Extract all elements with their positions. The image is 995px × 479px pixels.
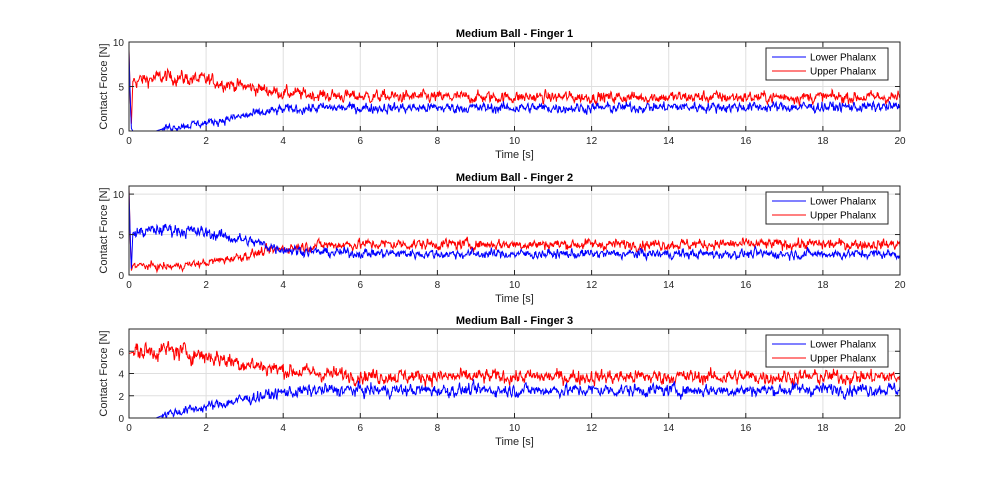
legend-entry: Lower Phalanx xyxy=(810,340,876,351)
legend-box xyxy=(765,47,889,81)
x-tick-label: 4 xyxy=(280,423,286,434)
x-tick-label: 6 xyxy=(358,280,364,291)
x-tick-label: 16 xyxy=(740,423,752,434)
x-tick-label: 10 xyxy=(509,136,521,147)
chart-panel-1: 0 2 4 6 8 10 12 14 16 18 20 0 5 10 Medium Ball - Finge… xyxy=(98,28,906,161)
x-tick-label: 10 xyxy=(509,280,521,291)
legend-box xyxy=(765,191,889,225)
series-line-lower-phalanx xyxy=(129,190,900,269)
x-tick-label: 2 xyxy=(203,423,209,434)
chart-title: Medium Ball - Finger 3 xyxy=(456,315,573,327)
y-tick-label: 10 xyxy=(113,190,125,201)
x-tick-label: 8 xyxy=(435,280,441,291)
legend-entry: Upper Phalanx xyxy=(810,211,876,222)
legend: Lower Phalanx Upper Phalanx xyxy=(765,47,889,81)
x-tick-label: 4 xyxy=(280,280,286,291)
x-tick-label: 2 xyxy=(203,136,209,147)
x-tick-label: 4 xyxy=(280,136,286,147)
chart-panel-3: 0 2 4 6 8 10 12 14 16 18 20 0 2 4 6 Medium Ball - Finge… xyxy=(98,315,906,448)
legend-entry: Upper Phalanx xyxy=(810,354,876,365)
x-tick-label: 18 xyxy=(817,136,829,147)
x-tick-label: 8 xyxy=(435,136,441,147)
x-tick-label: 2 xyxy=(203,280,209,291)
legend-entry: Lower Phalanx xyxy=(810,197,876,208)
x-tick-label: 14 xyxy=(663,136,675,147)
y-tick-label: 0 xyxy=(118,127,124,138)
x-tick-label: 0 xyxy=(126,136,132,147)
x-tick-label: 6 xyxy=(358,136,364,147)
x-tick-label: 12 xyxy=(586,136,598,147)
series-line-upper-phalanx xyxy=(129,341,900,388)
x-tick-label: 14 xyxy=(663,423,675,434)
x-tick-label: 12 xyxy=(586,423,598,434)
y-tick-label: 4 xyxy=(118,370,124,381)
y-axis-label: Contact Force [N] xyxy=(98,330,110,416)
chart-title: Medium Ball - Finger 2 xyxy=(456,172,573,184)
chart-panel-2: 0 2 4 6 8 10 12 14 16 18 20 0 5 10 Medium Ball - Finge… xyxy=(98,172,906,305)
y-tick-label: 2 xyxy=(118,392,124,403)
x-tick-label: 6 xyxy=(358,423,364,434)
x-axis-label: Time [s] xyxy=(495,436,534,448)
x-tick-label: 16 xyxy=(740,136,752,147)
x-axis-label: Time [s] xyxy=(495,149,534,161)
x-tick-label: 12 xyxy=(586,280,598,291)
x-tick-label: 20 xyxy=(894,280,906,291)
legend-entry: Upper Phalanx xyxy=(810,67,876,78)
x-tick-label: 20 xyxy=(894,136,906,147)
x-tick-label: 14 xyxy=(663,280,675,291)
x-tick-label: 0 xyxy=(126,423,132,434)
y-tick-label: 0 xyxy=(118,414,124,425)
x-tick-label: 8 xyxy=(435,423,441,434)
y-tick-label: 10 xyxy=(113,38,125,49)
series-line-upper-phalanx xyxy=(129,187,900,274)
x-tick-label: 16 xyxy=(740,280,752,291)
legend: Lower Phalanx Upper Phalanx xyxy=(765,191,889,225)
legend: Lower Phalanx Upper Phalanx xyxy=(765,334,889,368)
y-tick-label: 0 xyxy=(118,271,124,282)
legend-entry: Lower Phalanx xyxy=(810,53,876,64)
y-tick-label: 5 xyxy=(118,83,124,94)
series-line-lower-phalanx xyxy=(129,379,900,418)
x-tick-label: 18 xyxy=(817,423,829,434)
x-tick-label: 0 xyxy=(126,280,132,291)
x-axis-label: Time [s] xyxy=(495,293,534,305)
series-line-lower-phalanx xyxy=(129,50,900,131)
y-tick-label: 5 xyxy=(118,231,124,242)
y-tick-label: 6 xyxy=(118,347,124,358)
x-tick-label: 18 xyxy=(817,280,829,291)
legend-box xyxy=(765,334,889,368)
y-axis-label: Contact Force [N] xyxy=(98,43,110,129)
chart-title: Medium Ball - Finger 1 xyxy=(456,28,573,40)
y-axis-label: Contact Force [N] xyxy=(98,187,110,273)
series-line-upper-phalanx xyxy=(129,49,900,124)
x-tick-label: 20 xyxy=(894,423,906,434)
x-tick-label: 10 xyxy=(509,423,521,434)
